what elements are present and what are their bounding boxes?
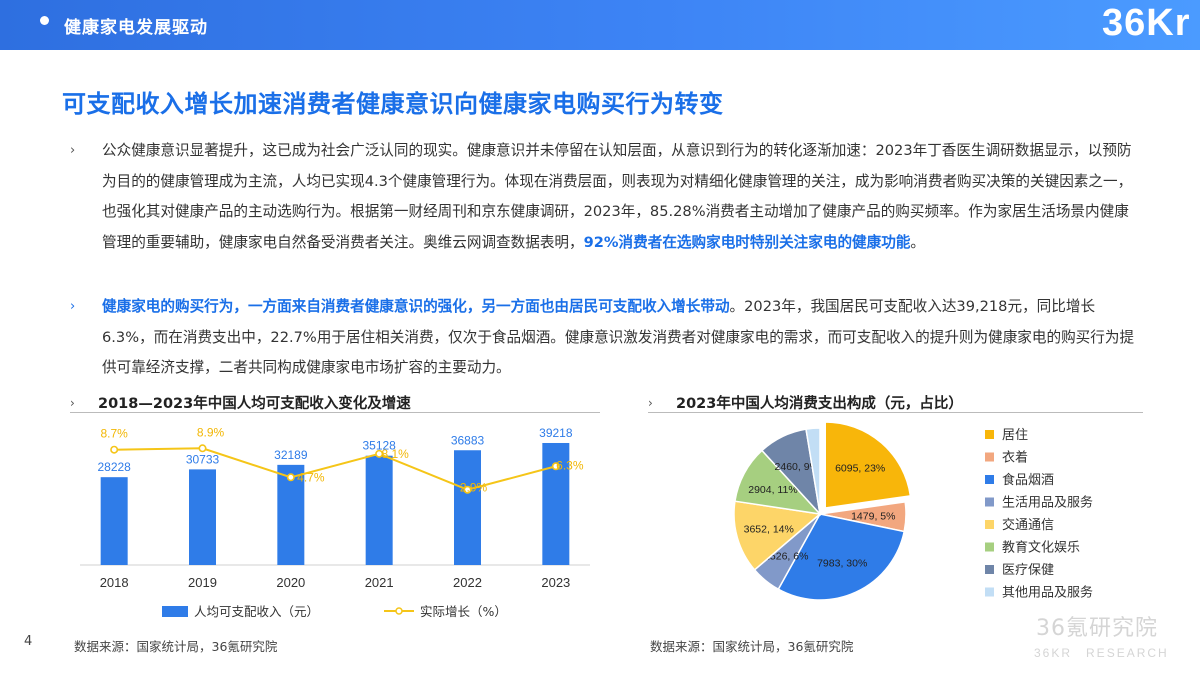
paragraph-2: 健康家电的购买行为，一方面来自消费者健康意识的强化，另一方面也由居民可支配收入增… (102, 292, 1142, 384)
bar-value-label: 30733 (186, 452, 220, 466)
paragraph-1-highlight: 92%消费者在选购家电时特别关注家电的健康功能 (583, 233, 911, 251)
x-tick-label: 2021 (365, 575, 394, 590)
growth-value-label: 8.9% (197, 425, 225, 439)
bar-value-label: 39218 (539, 426, 573, 440)
income-bar (189, 469, 216, 565)
growth-point (551, 462, 560, 471)
pie-slice (777, 513, 906, 601)
legend-label: 食品烟酒 (1002, 472, 1054, 488)
page-title: 可支配收入增长加速消费者健康意识向健康家电购买行为转变 (62, 90, 724, 118)
pie-slice-label: 6095, 23% (835, 463, 885, 475)
bar-value-label: 36883 (451, 433, 485, 447)
income-bar-line-chart: 28228 2018 30733 2019 32189 2020 35128 2021 3688… (80, 425, 590, 619)
pie-chart-title: 2023年中国人均消费支出构成（元，占比） (676, 396, 963, 412)
growth-point (463, 485, 472, 494)
legend-label: 衣着 (1002, 450, 1028, 466)
legend-label: 其他用品及服务 (1002, 585, 1093, 601)
growth-point (375, 449, 384, 458)
legend-line-label: 实际增长（%） (420, 604, 507, 619)
pie-slice-label: 7983, 30% (817, 557, 867, 569)
paragraph-2-text: 。2023年，我国居民可支配收入达39,218元，同比增长6.3%，而在消费支出… (102, 298, 1135, 376)
legend-label: 居住 (1002, 428, 1028, 443)
pie-slice (733, 500, 822, 571)
x-tick-label: 2022 (453, 575, 482, 590)
legend-bar-swatch (162, 606, 188, 617)
paragraph-2-highlight: 健康家电的购买行为，一方面来自消费者健康意识的强化，另一方面也由居民可支配收入增… (102, 298, 730, 315)
pie-slice (805, 427, 821, 515)
paragraph-1-end: 。 (910, 233, 926, 251)
section-title: 健康家电发展驱动 (64, 18, 208, 38)
header-bar: 健康家电发展驱动 36Kr (0, 0, 1200, 50)
page-number: 4 (24, 634, 33, 649)
pie-slice-label: 2904, 11% (748, 484, 797, 496)
bullet-icon: › (70, 299, 76, 314)
legend-swatch (985, 587, 994, 597)
bar-value-label: 32189 (274, 448, 308, 462)
legend-swatch (985, 475, 994, 484)
growth-value-label: 8.7% (100, 427, 128, 441)
legend-swatch (985, 430, 994, 439)
chart-bullet-icon: › (70, 396, 75, 410)
pie-slice-label: 1526, 6% (764, 550, 808, 562)
bar-value-label: 35128 (362, 439, 396, 453)
growth-value-label: 2.9% (460, 481, 488, 495)
legend-swatch (985, 542, 994, 552)
legend-swatch (985, 452, 994, 462)
growth-point (286, 473, 295, 482)
chart-divider (648, 412, 1143, 413)
legend-swatch (985, 565, 994, 574)
paragraph-1-text: 公众健康意识显著提升，这已成为社会广泛认同的现实。健康意识并未停留在认知层面，从… (102, 142, 1133, 251)
bar-value-label: 28228 (97, 460, 131, 474)
pie-slice-label: 3652, 14% (744, 524, 794, 536)
legend-label: 教育文化娱乐 (1002, 540, 1080, 556)
header-dot (40, 16, 49, 25)
legend-swatch (985, 497, 994, 507)
legend-swatch (985, 520, 994, 529)
pie-slice-label: 1479, 5% (851, 511, 895, 523)
paragraph-1: 公众健康意识显著提升，这已成为社会广泛认同的现实。健康意识并未停留在认知层面，从… (102, 136, 1142, 258)
watermark-en: 36KR RESEARCH (1034, 646, 1169, 660)
data-source: 数据来源：国家统计局，36氪研究院 (650, 639, 854, 654)
legend-label: 交通通信 (1002, 517, 1054, 533)
growth-line (114, 447, 557, 491)
x-tick-label: 2020 (276, 575, 305, 590)
income-bar (454, 450, 481, 565)
growth-value-label: 6.3% (556, 458, 584, 472)
x-tick-label: 2019 (188, 575, 217, 590)
growth-point (198, 444, 207, 453)
legend-label: 医疗保健 (1002, 563, 1054, 578)
income-bar (277, 464, 305, 565)
growth-value-label: 4.7% (297, 470, 325, 484)
x-tick-label: 2023 (541, 575, 570, 590)
income-bar (100, 477, 128, 565)
chart-divider (70, 412, 600, 413)
growth-value-label: 8.1% (381, 447, 409, 461)
legend-line-marker (395, 607, 403, 615)
legend-bar-label: 人均可支配收入（元） (194, 604, 319, 619)
bar-chart-title: 2018—2023年中国人均可支配收入变化及增速 (98, 396, 411, 412)
data-source: 数据来源：国家统计局，36氪研究院 (74, 639, 278, 654)
income-bar (365, 455, 393, 565)
brand-logo: 36Kr (1102, 2, 1191, 44)
growth-point (110, 445, 119, 454)
pie-slice-label: 2460, 9% (775, 461, 819, 473)
watermark-cn: 36氪研究院 (1036, 616, 1158, 641)
consumption-pie-chart: 6095, 23% 1479, 5% 7983, 30% 1526, 6% 3652, … (733, 421, 1093, 601)
x-tick-label: 2018 (100, 575, 129, 590)
pie-slice (824, 421, 912, 509)
bullet-icon: › (70, 143, 76, 158)
chart-bullet-icon: › (648, 396, 653, 410)
legend-label: 生活用品及服务 (1002, 495, 1093, 511)
